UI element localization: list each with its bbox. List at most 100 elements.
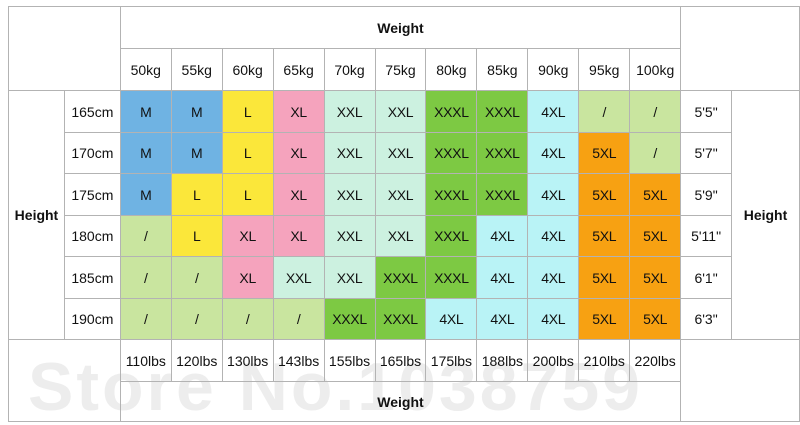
size-cell: 5XL xyxy=(629,298,682,340)
weight-lbs-label: 155lbs xyxy=(323,339,376,382)
size-cell: 5XL xyxy=(629,256,682,299)
corner-bottom-right xyxy=(680,339,800,422)
size-cell: / xyxy=(629,90,682,133)
weight-kg-label: 85kg xyxy=(476,48,529,91)
height-cm-label: 170cm xyxy=(63,132,121,174)
size-cell: XXL xyxy=(272,256,325,299)
size-cell: / xyxy=(119,256,172,299)
height-header-right: Height xyxy=(731,90,800,340)
size-cell: L xyxy=(221,132,274,174)
weight-lbs-label: 120lbs xyxy=(170,339,223,382)
size-cell: XXXL xyxy=(425,173,478,216)
size-cell: XXL xyxy=(374,173,427,216)
size-cell: XXL xyxy=(323,215,376,257)
height-ft-label: 5'11" xyxy=(680,215,733,257)
height-ft-label: 5'7" xyxy=(680,132,733,174)
size-cell: 4XL xyxy=(527,90,580,133)
size-cell: XXL xyxy=(323,173,376,216)
weight-lbs-label: 143lbs xyxy=(272,339,325,382)
size-cell: 5XL xyxy=(578,298,631,340)
size-cell: XXL xyxy=(374,132,427,174)
weight-header-bottom: Weight xyxy=(119,381,682,422)
size-cell: M xyxy=(119,132,172,174)
weight-lbs-label: 130lbs xyxy=(221,339,274,382)
height-cm-label: 180cm xyxy=(63,215,121,257)
size-cell: / xyxy=(629,132,682,174)
size-cell: 4XL xyxy=(425,298,478,340)
weight-lbs-label: 175lbs xyxy=(425,339,478,382)
size-cell: XXXL xyxy=(425,132,478,174)
size-cell: XXL xyxy=(323,132,376,174)
size-cell: / xyxy=(578,90,631,133)
weight-kg-label: 55kg xyxy=(170,48,223,91)
size-cell: / xyxy=(272,298,325,340)
weight-kg-label: 100kg xyxy=(629,48,682,91)
size-cell: XXXL xyxy=(476,173,529,216)
size-cell: / xyxy=(119,215,172,257)
size-cell: 5XL xyxy=(578,215,631,257)
size-cell: XL xyxy=(221,215,274,257)
corner-bottom-left xyxy=(8,339,121,422)
height-ft-label: 6'1" xyxy=(680,256,733,299)
size-cell: 4XL xyxy=(476,298,529,340)
corner-top-left xyxy=(8,6,121,91)
size-cell: 5XL xyxy=(578,173,631,216)
weight-lbs-label: 200lbs xyxy=(527,339,580,382)
size-cell: XL xyxy=(221,256,274,299)
size-cell: XXXL xyxy=(374,298,427,340)
weight-lbs-label: 220lbs xyxy=(629,339,682,382)
size-cell: L xyxy=(221,90,274,133)
height-cm-label: 185cm xyxy=(63,256,121,299)
size-cell: M xyxy=(119,90,172,133)
size-cell: XXXL xyxy=(323,298,376,340)
size-cell: 4XL xyxy=(527,173,580,216)
height-ft-label: 5'5" xyxy=(680,90,733,133)
size-cell: M xyxy=(170,132,223,174)
size-cell: L xyxy=(221,173,274,216)
weight-kg-label: 70kg xyxy=(323,48,376,91)
weight-kg-label: 95kg xyxy=(578,48,631,91)
height-ft-label: 6'3" xyxy=(680,298,733,340)
height-ft-label: 5'9" xyxy=(680,173,733,216)
size-cell: L xyxy=(170,173,223,216)
size-cell: 4XL xyxy=(476,215,529,257)
weight-lbs-label: 210lbs xyxy=(578,339,631,382)
weight-kg-label: 80kg xyxy=(425,48,478,91)
size-cell: XL xyxy=(272,215,325,257)
weight-lbs-label: 110lbs xyxy=(119,339,172,382)
size-cell: 4XL xyxy=(527,132,580,174)
size-cell: XL xyxy=(272,132,325,174)
size-cell: 5XL xyxy=(578,256,631,299)
size-cell: L xyxy=(170,215,223,257)
size-cell: XL xyxy=(272,90,325,133)
size-cell: / xyxy=(170,256,223,299)
size-cell: XXXL xyxy=(476,90,529,133)
corner-top-right xyxy=(680,6,800,91)
height-cm-label: 190cm xyxy=(63,298,121,340)
height-cm-label: 175cm xyxy=(63,173,121,216)
size-cell: XXL xyxy=(374,90,427,133)
weight-kg-label: 75kg xyxy=(374,48,427,91)
weight-kg-label: 60kg xyxy=(221,48,274,91)
size-cell: XXL xyxy=(323,256,376,299)
size-cell: 4XL xyxy=(527,215,580,257)
size-cell: XXXL xyxy=(374,256,427,299)
size-cell: XXXL xyxy=(425,90,478,133)
size-cell: / xyxy=(119,298,172,340)
size-cell: 4XL xyxy=(476,256,529,299)
size-cell: / xyxy=(221,298,274,340)
size-cell: XXL xyxy=(374,215,427,257)
size-cell: 4XL xyxy=(527,298,580,340)
size-cell: XXXL xyxy=(425,215,478,257)
size-cell: XXXL xyxy=(476,132,529,174)
weight-header-top: Weight xyxy=(119,6,682,49)
size-cell: XXL xyxy=(323,90,376,133)
size-cell: M xyxy=(170,90,223,133)
weight-kg-label: 65kg xyxy=(272,48,325,91)
height-cm-label: 165cm xyxy=(63,90,121,133)
weight-lbs-label: 165lbs xyxy=(374,339,427,382)
weight-kg-label: 90kg xyxy=(527,48,580,91)
size-cell: 5XL xyxy=(578,132,631,174)
size-chart-table: Weight 50kg 55kg 60kg 65kg 70kg 75kg 80kg 85kg 9… xyxy=(8,6,800,422)
weight-kg-label: 50kg xyxy=(119,48,172,91)
